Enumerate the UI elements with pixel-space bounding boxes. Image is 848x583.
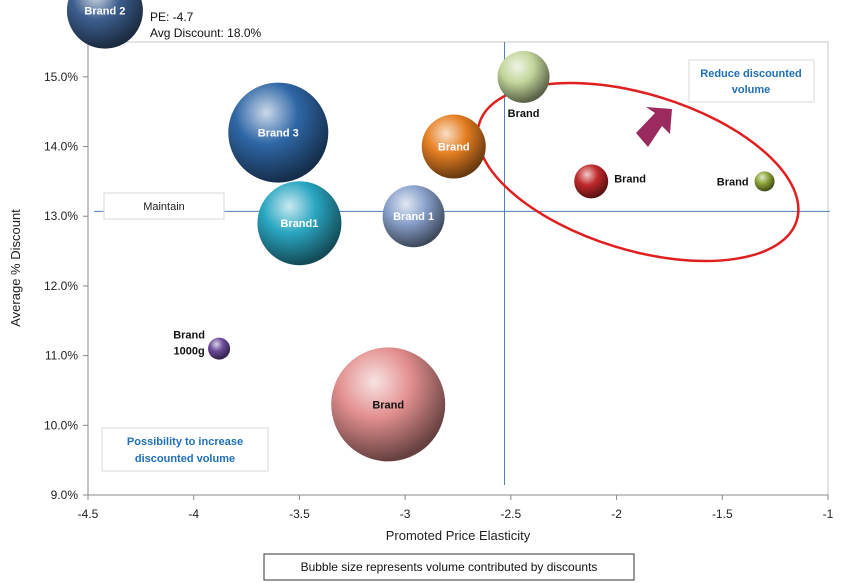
reduce-box: Reduce discounted volume <box>688 59 815 103</box>
bubble <box>574 164 609 199</box>
x-tick-label: -3.5 <box>289 507 310 521</box>
increase-label-line2: discounted volume <box>135 453 235 465</box>
bubble-label: Brand <box>717 176 749 188</box>
bubble-label: Brand <box>614 173 646 185</box>
bubble <box>208 337 231 360</box>
x-tick-label: -1 <box>823 507 834 521</box>
y-axis-title: Average % Discount <box>8 209 23 327</box>
bubble <box>497 50 550 103</box>
bubble <box>754 171 775 192</box>
x-tick-label: -2.5 <box>501 507 522 521</box>
x-tick-label: -2 <box>611 507 622 521</box>
bubble <box>382 185 445 248</box>
increase-label-line1: Possibility to increase <box>127 436 243 448</box>
bubble-label: Brand 3 <box>258 128 299 140</box>
bubble-label: Brand 2 <box>84 6 125 18</box>
footnote-box: Bubble size represents volume contribute… <box>263 553 635 581</box>
bubble <box>66 0 143 49</box>
bubble-label: Brand 1 <box>393 211 434 223</box>
y-tick-label: 15.0% <box>44 70 78 84</box>
y-tick-label: 12.0% <box>44 279 78 293</box>
bubble-label: Brand <box>372 399 404 411</box>
pe-annotation: PE: -4.7 <box>150 10 194 24</box>
avg-discount-annotation: Avg Discount: 18.0% <box>150 26 262 40</box>
bubble-label: Brand <box>438 142 470 154</box>
direction-arrow-icon <box>636 107 672 147</box>
bubble-label: Brand1 <box>280 218 318 230</box>
x-tick-label: -1.5 <box>712 507 733 521</box>
plot-area <box>87 41 829 496</box>
bubble <box>421 114 486 179</box>
bubble <box>257 181 342 266</box>
footnote-text: Bubble size represents volume contribute… <box>301 560 598 574</box>
x-tick-label: -4 <box>188 507 199 521</box>
bubble <box>331 347 446 462</box>
y-tick-label: 13.0% <box>44 209 78 223</box>
y-tick-label: 14.0% <box>44 140 78 154</box>
bubble-label: Brand 1000g <box>173 330 205 358</box>
reduce-label-line1: Reduce discounted <box>700 68 801 80</box>
increase-box: Possibility to increase discounted volum… <box>101 427 269 472</box>
reduce-label-line2: volume <box>732 84 771 96</box>
y-tick-label: 9.0% <box>51 488 79 502</box>
y-tick-label: 10.0% <box>44 418 78 432</box>
x-axis-title: Promoted Price Elasticity <box>386 528 531 543</box>
bubble <box>228 82 329 183</box>
maintain-box: Maintain <box>103 192 225 220</box>
y-tick-label: 11.0% <box>45 349 78 363</box>
bubble-label: Brand <box>508 108 540 120</box>
x-tick-label: -4.5 <box>78 507 99 521</box>
x-tick-label: -3 <box>400 507 411 521</box>
maintain-label: Maintain <box>143 201 185 213</box>
highlight-ellipse <box>476 81 800 263</box>
